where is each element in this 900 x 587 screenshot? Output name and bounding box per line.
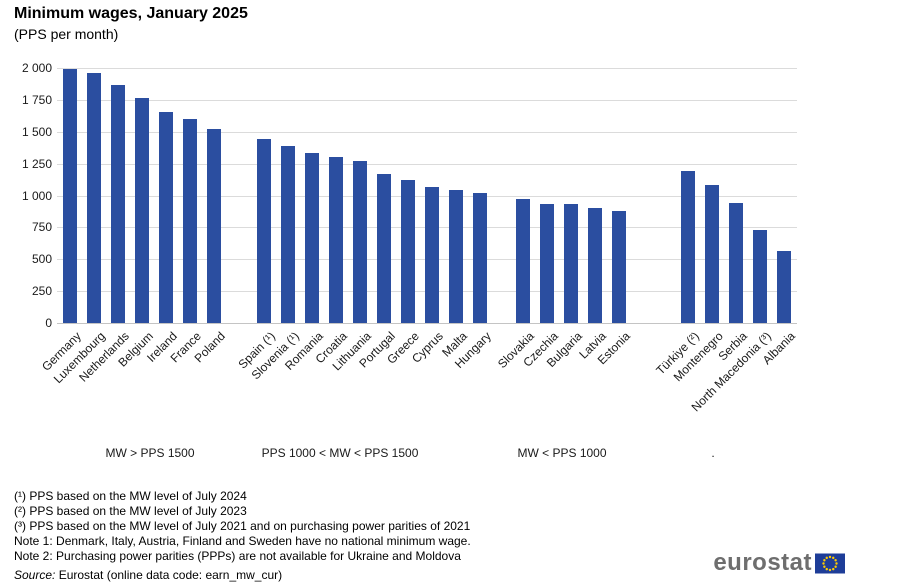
footnote-1: (¹) PPS based on the MW level of July 20… [14,489,247,503]
gridline [57,100,797,101]
bar-belgium [135,98,149,323]
bar-slovakia [516,199,530,323]
bar-hungary [473,193,487,323]
bar-portugal [377,174,391,323]
bar-malta [449,190,463,323]
source-label: Source: [14,568,56,582]
bar-ireland [159,112,173,323]
bar-romania [305,153,319,323]
bar-germany [63,69,77,323]
footnote-2: (²) PPS based on the MW level of July 20… [14,504,247,518]
bar-montenegro [705,185,719,323]
group-label: . [711,446,715,460]
y-axis-tick-label: 1 500 [21,125,52,139]
gridline [57,68,797,69]
y-axis-tick-label: 500 [31,252,52,266]
y-axis-tick-label: 750 [31,220,52,234]
source-text: Eurostat (online data code: earn_mw_cur) [55,568,283,582]
bar-estonia [612,211,626,323]
bar-t-rkiye [681,171,695,323]
footnotes-block: (¹) PPS based on the MW level of July 20… [14,489,471,583]
bar-bulgaria [564,204,578,323]
source-line: Source: Eurostat (online data code: earn… [14,568,471,583]
bar-albania [777,251,791,323]
bar-croatia [329,157,343,323]
bar-north-macedonia [753,230,767,323]
bar-spain [257,139,271,323]
y-axis-tick-label: 1 750 [21,93,52,107]
eurostat-logo: eurostat [713,551,845,575]
footnote-note-1: Note 1: Denmark, Italy, Austria, Finland… [14,534,471,548]
eurostat-logo-text: eurostat [713,549,812,576]
group-label: MW > PPS 1500 [105,446,195,460]
bar-france [183,119,197,323]
bar-poland [207,129,221,323]
bar-cyprus [425,187,439,323]
y-axis-tick-label: 1 250 [21,157,52,171]
footnote-3: (³) PPS based on the MW level of July 20… [14,519,471,533]
eu-flag-icon [815,553,845,573]
bar-luxembourg [87,73,101,323]
chart-subtitle: (PPS per month) [14,26,119,42]
y-axis-tick-label: 250 [31,284,52,298]
bar-netherlands [111,85,125,323]
y-axis-tick-label: 0 [45,316,52,330]
bar-greece [401,180,415,323]
bar-lithuania [353,161,367,323]
footnote-note-2: Note 2: Purchasing power parities (PPPs)… [14,549,461,563]
y-axis-tick-label: 2 000 [21,61,52,75]
gridline [57,132,797,133]
bar-latvia [588,208,602,323]
y-axis-tick-label: 1 000 [21,189,52,203]
group-label: PPS 1000 < MW < PPS 1500 [261,446,419,460]
bar-slovenia [281,146,295,323]
bar-czechia [540,204,554,323]
chart-title: Minimum wages, January 2025 [14,5,248,22]
x-axis-baseline [57,323,797,324]
group-label: MW < PPS 1000 [517,446,607,460]
bar-serbia [729,203,743,323]
gridline [57,164,797,165]
